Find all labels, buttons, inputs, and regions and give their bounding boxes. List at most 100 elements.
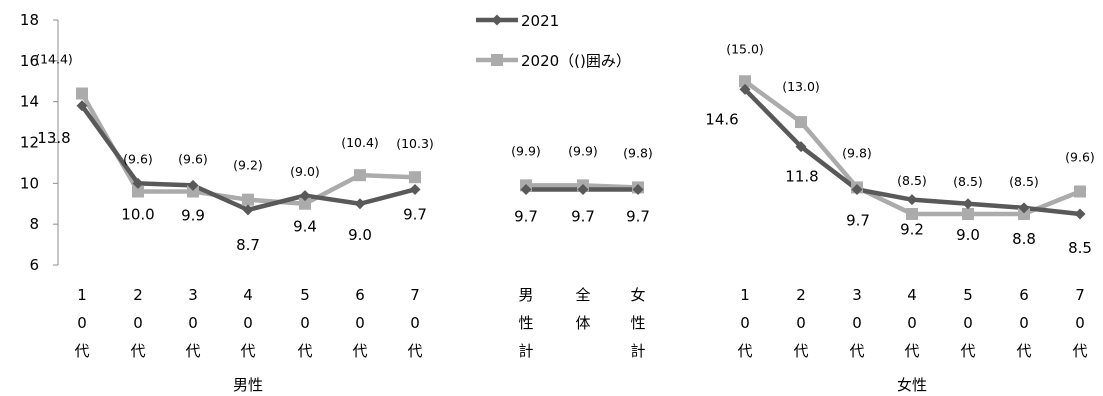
y-tick-label: 16	[20, 52, 39, 70]
data-label-2021: 8.5	[1068, 239, 1092, 257]
data-label-2021: 8.7	[236, 236, 260, 254]
data-point-2021	[520, 183, 532, 195]
data-label-2021: 8.8	[1012, 230, 1036, 248]
data-label-2021: 9.7	[846, 211, 870, 229]
data-point-2020	[354, 169, 366, 182]
y-tick-label: 10	[20, 174, 39, 192]
data-label-2021: 14.6	[705, 110, 738, 128]
category-label: 0	[300, 314, 310, 332]
data-label-2020: (9.9)	[511, 143, 541, 158]
data-label-2020: (15.0)	[726, 41, 764, 56]
category-label: 代	[904, 342, 919, 360]
category-label: 代	[185, 342, 200, 360]
data-point-2021	[187, 179, 199, 191]
category-label: 0	[1075, 314, 1085, 332]
category-label: 女	[630, 286, 645, 304]
data-label-2021: 9.0	[956, 226, 980, 244]
data-point-2020	[187, 185, 199, 198]
data-point-2021	[577, 183, 589, 195]
data-label-2021: 11.8	[785, 168, 818, 186]
data-label-2020: (8.5)	[953, 174, 983, 189]
data-label-2020: (9.9)	[568, 143, 598, 158]
data-point-2021	[76, 100, 88, 112]
data-point-2020	[739, 75, 751, 88]
category-label: 0	[740, 314, 750, 332]
data-label-2020: (9.8)	[842, 145, 872, 160]
data-point-2021	[132, 177, 144, 189]
category-label: 代	[1016, 342, 1031, 360]
data-point-2020	[795, 116, 807, 129]
data-label-2020: (14.4)	[35, 52, 73, 67]
category-label: 0	[133, 314, 143, 332]
category-label: 4	[907, 286, 917, 304]
category-label: 6	[355, 286, 365, 304]
category-label: 0	[852, 314, 862, 332]
legend-marker	[491, 14, 503, 26]
category-label: 代	[297, 342, 312, 360]
data-point-2021	[242, 204, 254, 216]
data-point-2020	[242, 193, 254, 206]
category-label: 男	[518, 286, 533, 304]
data-point-2020	[76, 87, 88, 100]
y-tick-label: 14	[20, 93, 39, 111]
y-tick-label: 18	[20, 11, 39, 29]
data-point-2021	[632, 183, 644, 195]
y-tick-label: 6	[29, 256, 39, 274]
data-point-2020	[409, 171, 421, 184]
category-label: 代	[130, 342, 145, 360]
data-point-2020	[906, 207, 918, 220]
y-tick-label: 12	[20, 134, 39, 152]
data-point-2021	[795, 141, 807, 153]
category-label: 代	[240, 342, 255, 360]
data-label-2020: (9.0)	[290, 164, 320, 179]
data-point-2021	[1074, 208, 1086, 220]
data-label-2020: (9.6)	[123, 152, 153, 167]
category-label: 0	[907, 314, 917, 332]
data-label-2021: 9.9	[181, 206, 205, 224]
data-label-2020: (9.2)	[233, 158, 263, 173]
category-label: 代	[407, 342, 422, 360]
data-point-2020	[1074, 185, 1086, 198]
series-line-2020	[743, 79, 1081, 217]
data-label-2021: 9.7	[514, 207, 538, 225]
data-point-2021	[354, 198, 366, 210]
data-point-2020	[132, 185, 144, 198]
data-label-2021: 13.8	[37, 129, 70, 147]
data-point-2021	[299, 190, 311, 202]
data-point-2021	[739, 83, 751, 95]
category-label: 3	[188, 286, 198, 304]
legend-label: 2020（()囲み）	[521, 52, 631, 70]
category-label: 代	[849, 342, 864, 360]
data-label-2020: (8.5)	[897, 173, 927, 188]
data-label-2020: (13.0)	[782, 79, 820, 94]
category-label: 代	[960, 342, 975, 360]
legend-marker	[491, 54, 503, 66]
category-label: 2	[796, 286, 806, 304]
y-tick-label: 8	[29, 215, 39, 233]
category-label: 計	[518, 342, 533, 360]
category-label: 性	[518, 314, 533, 332]
data-point-2020	[1018, 207, 1030, 220]
data-label-2020: (9.6)	[1065, 150, 1095, 165]
category-label: 代	[74, 342, 89, 360]
category-label: 0	[1019, 314, 1029, 332]
category-label: 1	[77, 286, 87, 304]
data-label-2020: (9.6)	[178, 152, 208, 167]
category-label: 7	[1075, 286, 1085, 304]
data-label-2021: 9.2	[900, 221, 924, 239]
data-label-2020: (8.5)	[1009, 174, 1039, 189]
category-label: 5	[300, 286, 310, 304]
data-point-2020	[962, 207, 974, 220]
data-point-2021	[962, 198, 974, 210]
data-label-2021: 9.0	[348, 226, 372, 244]
category-label: 0	[188, 314, 198, 332]
category-label: 1	[740, 286, 750, 304]
category-label: 0	[963, 314, 973, 332]
legend-label: 2021	[521, 12, 559, 30]
data-point-2021	[409, 183, 421, 195]
category-label: 5	[963, 286, 973, 304]
data-label-2021: 9.7	[571, 207, 595, 225]
category-label: 3	[852, 286, 862, 304]
category-label: 4	[243, 286, 253, 304]
